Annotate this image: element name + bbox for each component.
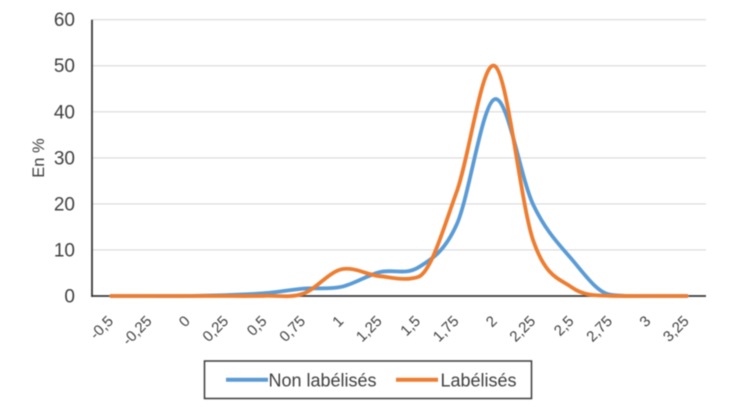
- svg-text:2,25: 2,25: [506, 313, 539, 346]
- svg-text:0,5: 0,5: [244, 313, 271, 340]
- svg-text:30: 30: [54, 148, 75, 169]
- svg-text:0,25: 0,25: [199, 313, 232, 346]
- svg-text:60: 60: [54, 10, 75, 31]
- svg-text:3,25: 3,25: [660, 313, 693, 346]
- svg-text:1,25: 1,25: [353, 313, 386, 346]
- svg-text:10: 10: [54, 240, 75, 261]
- svg-text:1,5: 1,5: [397, 313, 424, 340]
- svg-text:40: 40: [54, 102, 75, 123]
- svg-text:1: 1: [329, 313, 347, 331]
- svg-text:3: 3: [636, 313, 654, 331]
- svg-text:2,5: 2,5: [551, 313, 578, 340]
- svg-text:Non labélisés: Non labélisés: [269, 370, 377, 390]
- svg-text:0,75: 0,75: [276, 313, 309, 346]
- svg-text:0: 0: [64, 287, 75, 308]
- svg-text:2: 2: [483, 313, 501, 331]
- svg-text:-0,5: -0,5: [87, 313, 117, 343]
- svg-text:2,75: 2,75: [583, 313, 616, 346]
- svg-text:1,75: 1,75: [430, 313, 463, 346]
- svg-text:0: 0: [176, 313, 194, 331]
- svg-text:20: 20: [54, 194, 75, 215]
- svg-text:En %: En %: [30, 138, 48, 178]
- svg-text:-0,25: -0,25: [119, 313, 155, 349]
- svg-text:50: 50: [54, 56, 75, 77]
- svg-text:Labélisés: Labélisés: [441, 370, 517, 390]
